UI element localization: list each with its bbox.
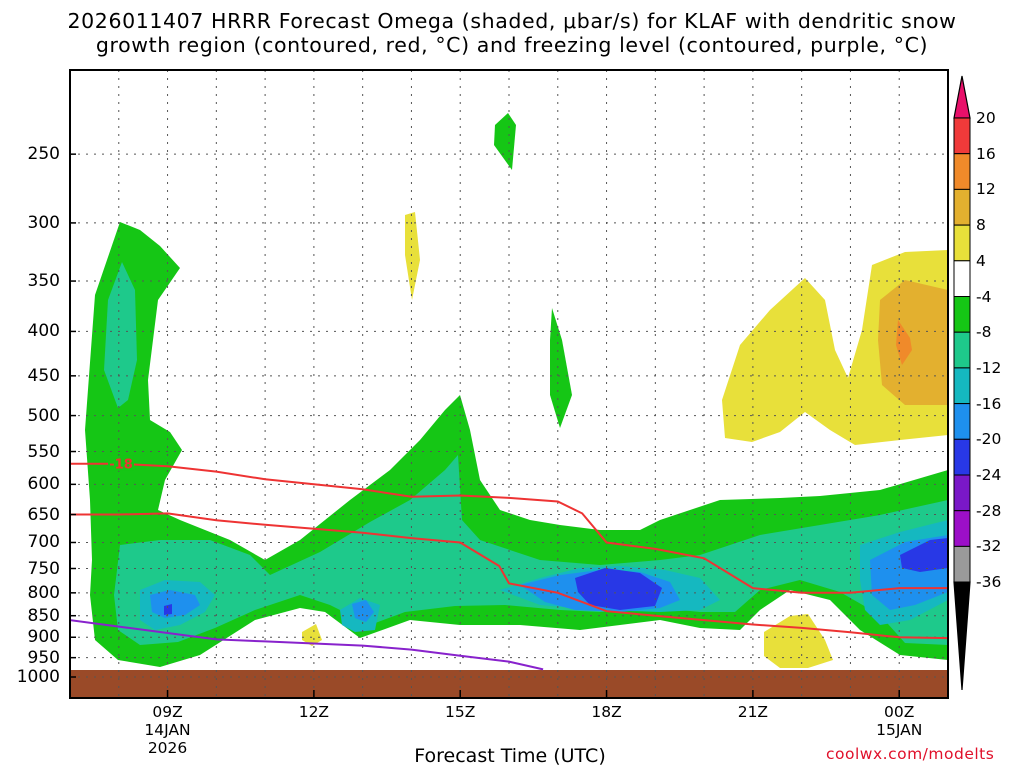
y-tick-label: 750	[27, 558, 60, 579]
x-tick-label: 15JAN	[876, 721, 923, 739]
credit-text: coolwx.com/modelts	[826, 745, 995, 763]
grid-lines	[70, 70, 948, 698]
contour-line-0	[70, 462, 948, 594]
omega-region-darkblue-18z	[575, 568, 662, 610]
x-tick-label: 2026	[147, 739, 188, 757]
y-tick-label: 350	[27, 271, 60, 292]
omega-region-yellow-300	[405, 212, 420, 300]
omega-region-teal-low	[114, 455, 948, 645]
terrain-fill	[70, 670, 948, 698]
colorbar-swatch	[953, 153, 971, 190]
x-tick-label: 00Z	[884, 703, 915, 721]
chart-title-line-1: 2026011407 HRRR Forecast Omega (shaded, …	[67, 9, 957, 33]
colorbar-swatch	[953, 188, 971, 226]
colorbar-label: -12	[976, 358, 1002, 377]
y-tick-label: 850	[27, 605, 60, 626]
colorbar-swatch	[953, 367, 971, 405]
colorbar	[953, 75, 971, 691]
colorbar-label: -16	[976, 394, 1002, 413]
y-tick-label: 1000	[16, 667, 60, 687]
colorbar-label: 4	[976, 251, 986, 270]
x-axis-title: Forecast Time (UTC)	[414, 745, 606, 767]
colorbar-swatch	[953, 510, 971, 547]
colorbar-label: -20	[976, 430, 1002, 449]
plot-border	[69, 69, 949, 699]
omega-region-blue-12z	[352, 600, 374, 622]
omega-region-orange	[878, 280, 948, 405]
y-tick-label: 600	[27, 474, 60, 495]
omega-region-orange-core	[896, 320, 912, 365]
x-tick-label: 18Z	[591, 703, 622, 721]
chart-title-line-2: growth region (contoured, red, °C) and f…	[95, 33, 929, 57]
y-tick-label: 250	[27, 144, 60, 165]
y-tick-label: 700	[27, 532, 60, 553]
omega-region-darkblue-00z	[900, 538, 948, 572]
y-tick-label: 900	[27, 627, 60, 648]
omega-field	[70, 113, 948, 698]
y-tick-label: 550	[27, 441, 60, 462]
x-tick-label: 21Z	[737, 703, 769, 721]
plot-frame	[69, 69, 949, 699]
contour-line-1	[70, 512, 948, 640]
colorbar-label: 12	[976, 180, 996, 199]
colorbar-label: -32	[976, 537, 1002, 556]
y-tick-label: 500	[27, 405, 60, 426]
y-tick-label: 400	[27, 321, 60, 342]
omega-region-teal-upper	[104, 262, 137, 408]
x-tick-label: 14JAN	[144, 721, 191, 739]
colorbar-swatch	[953, 331, 971, 369]
colorbar-label: -8	[976, 323, 992, 342]
x-tick-label: 12Z	[298, 703, 330, 721]
y-tick-label: 800	[27, 582, 60, 603]
colorbar-swatch	[953, 438, 971, 476]
colorbar-swatch	[953, 117, 971, 155]
colorbar-swatch	[953, 474, 971, 512]
omega-patch-green-18z	[550, 308, 572, 428]
colorbar-label: -4	[976, 287, 992, 306]
omega-region-yellow-lower	[764, 614, 833, 668]
colorbar-label: -24	[976, 466, 1002, 484]
y-tick-label: 950	[27, 647, 60, 668]
y-tick-label: 650	[27, 504, 60, 525]
temperature-contours: -18	[70, 455, 948, 671]
x-tick-label: 15Z	[445, 703, 476, 721]
colorbar-label: 16	[976, 144, 996, 163]
x-tick-label: 09Z	[152, 703, 183, 721]
y-tick-label: 450	[27, 365, 60, 386]
colorbar-label: 20	[976, 109, 996, 127]
colorbar-top-arrow	[953, 75, 971, 119]
y-tick-label: 300	[27, 212, 60, 233]
contour-label-text: -18	[109, 458, 133, 473]
omega-region-yellow-12z	[302, 624, 322, 646]
colorbar-bottom-arrow	[953, 581, 971, 691]
colorbar-label: -28	[976, 501, 1002, 520]
omega-patch-green-250	[494, 113, 516, 170]
colorbar-label: -36	[976, 573, 1002, 592]
omega-region-blue-09z	[150, 590, 200, 618]
colorbar-label: 8	[976, 216, 986, 235]
colorbar-swatch	[953, 545, 971, 583]
contour-line-2	[70, 619, 544, 671]
colorbar-swatch	[953, 224, 971, 262]
colorbar-swatch	[953, 403, 971, 440]
colorbar-swatch	[953, 260, 971, 297]
omega-region-darkblue-09z	[164, 604, 172, 615]
colorbar-swatch	[953, 296, 971, 333]
contour-label-bg	[108, 455, 134, 471]
